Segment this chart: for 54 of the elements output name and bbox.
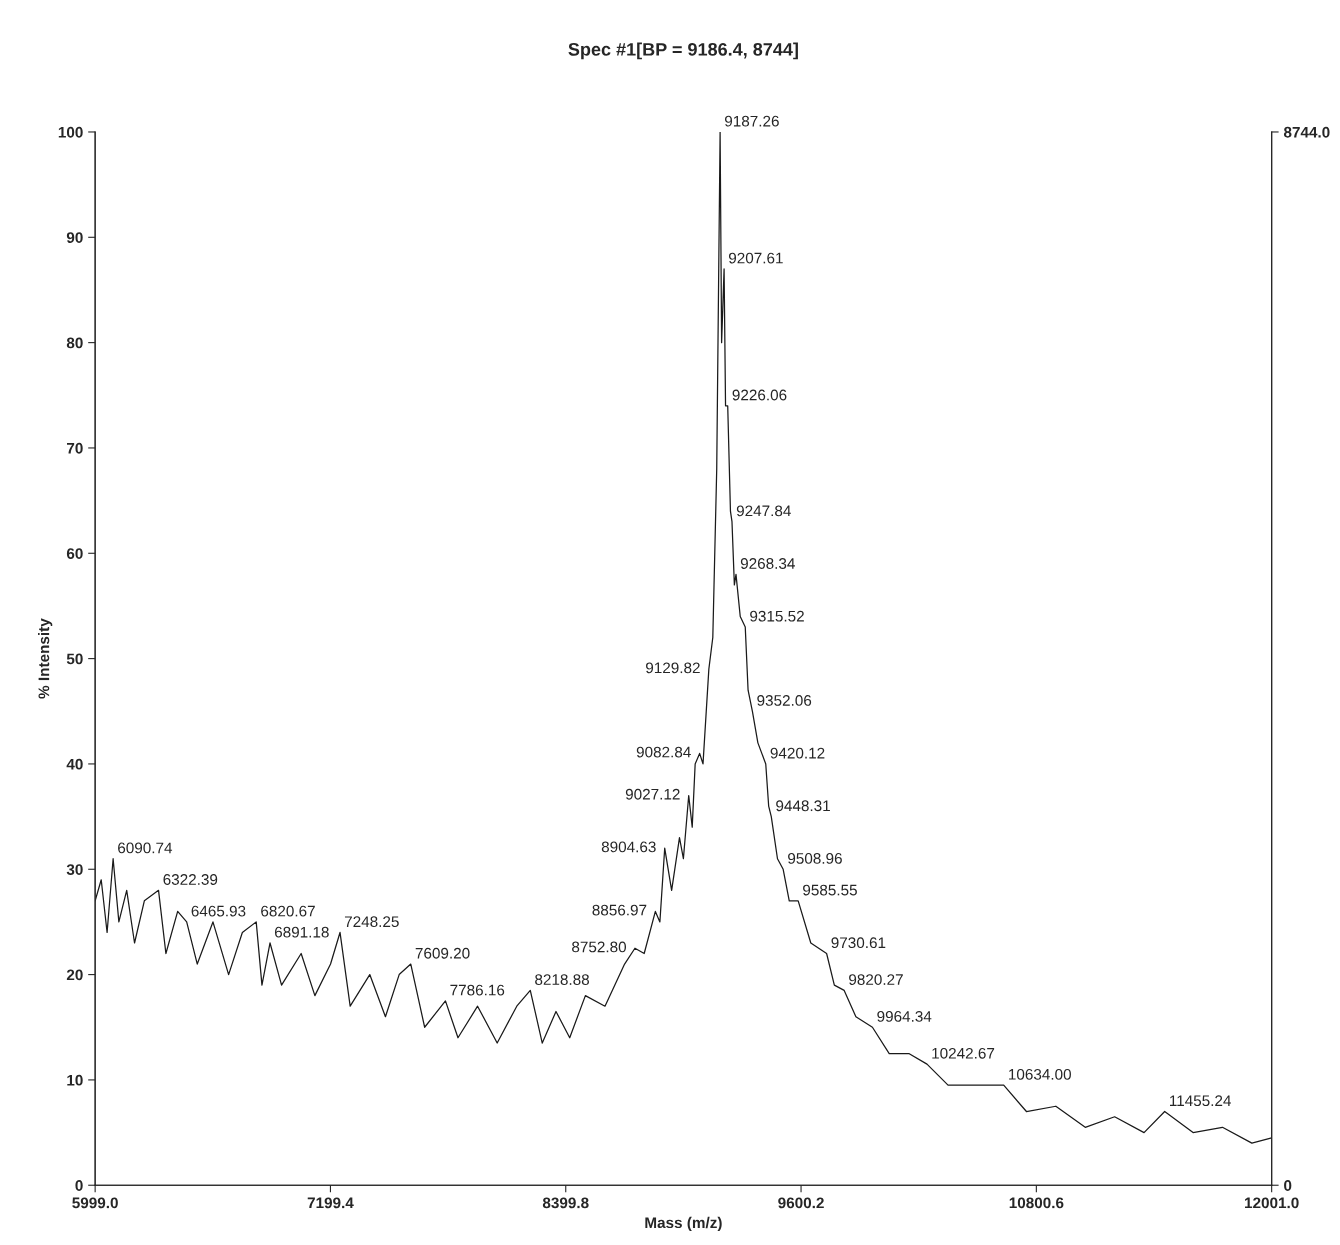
y2-tick-label: 8744.0: [1283, 126, 1330, 138]
annotation: 9226.06: [732, 389, 787, 401]
chart-title: Spec #1[BP = 9186.4, 8744]: [568, 42, 798, 60]
annotation: 7248.25: [344, 916, 399, 928]
y-tick-label: 100: [58, 126, 83, 138]
annotation: 6820.67: [261, 905, 315, 917]
annotation: 8856.97: [592, 904, 647, 916]
annotation: 8904.63: [601, 841, 656, 853]
y2-tick-label: 0: [1284, 1180, 1292, 1191]
annotation: 9247.84: [736, 505, 791, 517]
annotation: 8752.80: [572, 941, 627, 953]
annotation: 9315.52: [750, 610, 804, 622]
annotation: 9082.84: [636, 746, 691, 758]
annotation: 7609.20: [415, 947, 470, 959]
annotation: 9268.34: [740, 558, 795, 569]
annotation: 9027.12: [625, 788, 680, 800]
y-tick-label: 90: [66, 232, 83, 243]
x-tick-label: 9600.2: [778, 1197, 824, 1209]
x-tick-label: 7199.4: [307, 1197, 354, 1209]
y-tick-label: 0: [75, 1180, 83, 1191]
annotation: 9508.96: [788, 853, 842, 864]
annotation: 7786.16: [450, 984, 505, 996]
annotation: 9129.82: [646, 662, 700, 674]
y-tick-label: 20: [66, 969, 83, 981]
x-tick-label: 10800.6: [1009, 1197, 1064, 1209]
annotation: 6891.18: [274, 926, 329, 938]
x-axis-title: Mass (m/z): [645, 1216, 722, 1232]
annotation: 9730.61: [831, 937, 886, 949]
annotation: 6465.93: [191, 905, 246, 917]
annotation: 10634.00: [1009, 1068, 1071, 1080]
annotation: 9448.31: [776, 800, 830, 812]
annotation: 6322.39: [163, 874, 218, 885]
annotation: 6090.74: [118, 842, 173, 854]
y-tick-label: 60: [66, 548, 83, 559]
annotation: 8218.88: [535, 974, 590, 985]
y-tick-label: 50: [66, 653, 83, 665]
annotation: 9964.34: [877, 1011, 932, 1022]
y-tick-label: 10: [67, 1074, 83, 1086]
annotation: 10242.67: [932, 1047, 995, 1059]
x-tick-label: 12001.0: [1245, 1197, 1299, 1209]
x-tick-label: 8399.8: [542, 1197, 589, 1209]
annotation: 9820.27: [849, 974, 903, 985]
annotation: 9585.55: [803, 884, 857, 896]
annotation: 9352.06: [757, 695, 812, 706]
y-tick-label: 40: [66, 758, 83, 770]
y-tick-label: 70: [67, 442, 83, 454]
y-axis-title: % Intensity: [38, 618, 53, 699]
annotation: 9207.61: [728, 252, 783, 264]
annotation: 9420.12: [770, 747, 825, 759]
annotation: 9187.26: [724, 115, 779, 127]
y-tick-label: 30: [66, 864, 83, 875]
x-tick-label: 5999.0: [72, 1197, 118, 1209]
annotation: 11455.24: [1170, 1095, 1231, 1107]
y-tick-label: 80: [66, 337, 83, 349]
